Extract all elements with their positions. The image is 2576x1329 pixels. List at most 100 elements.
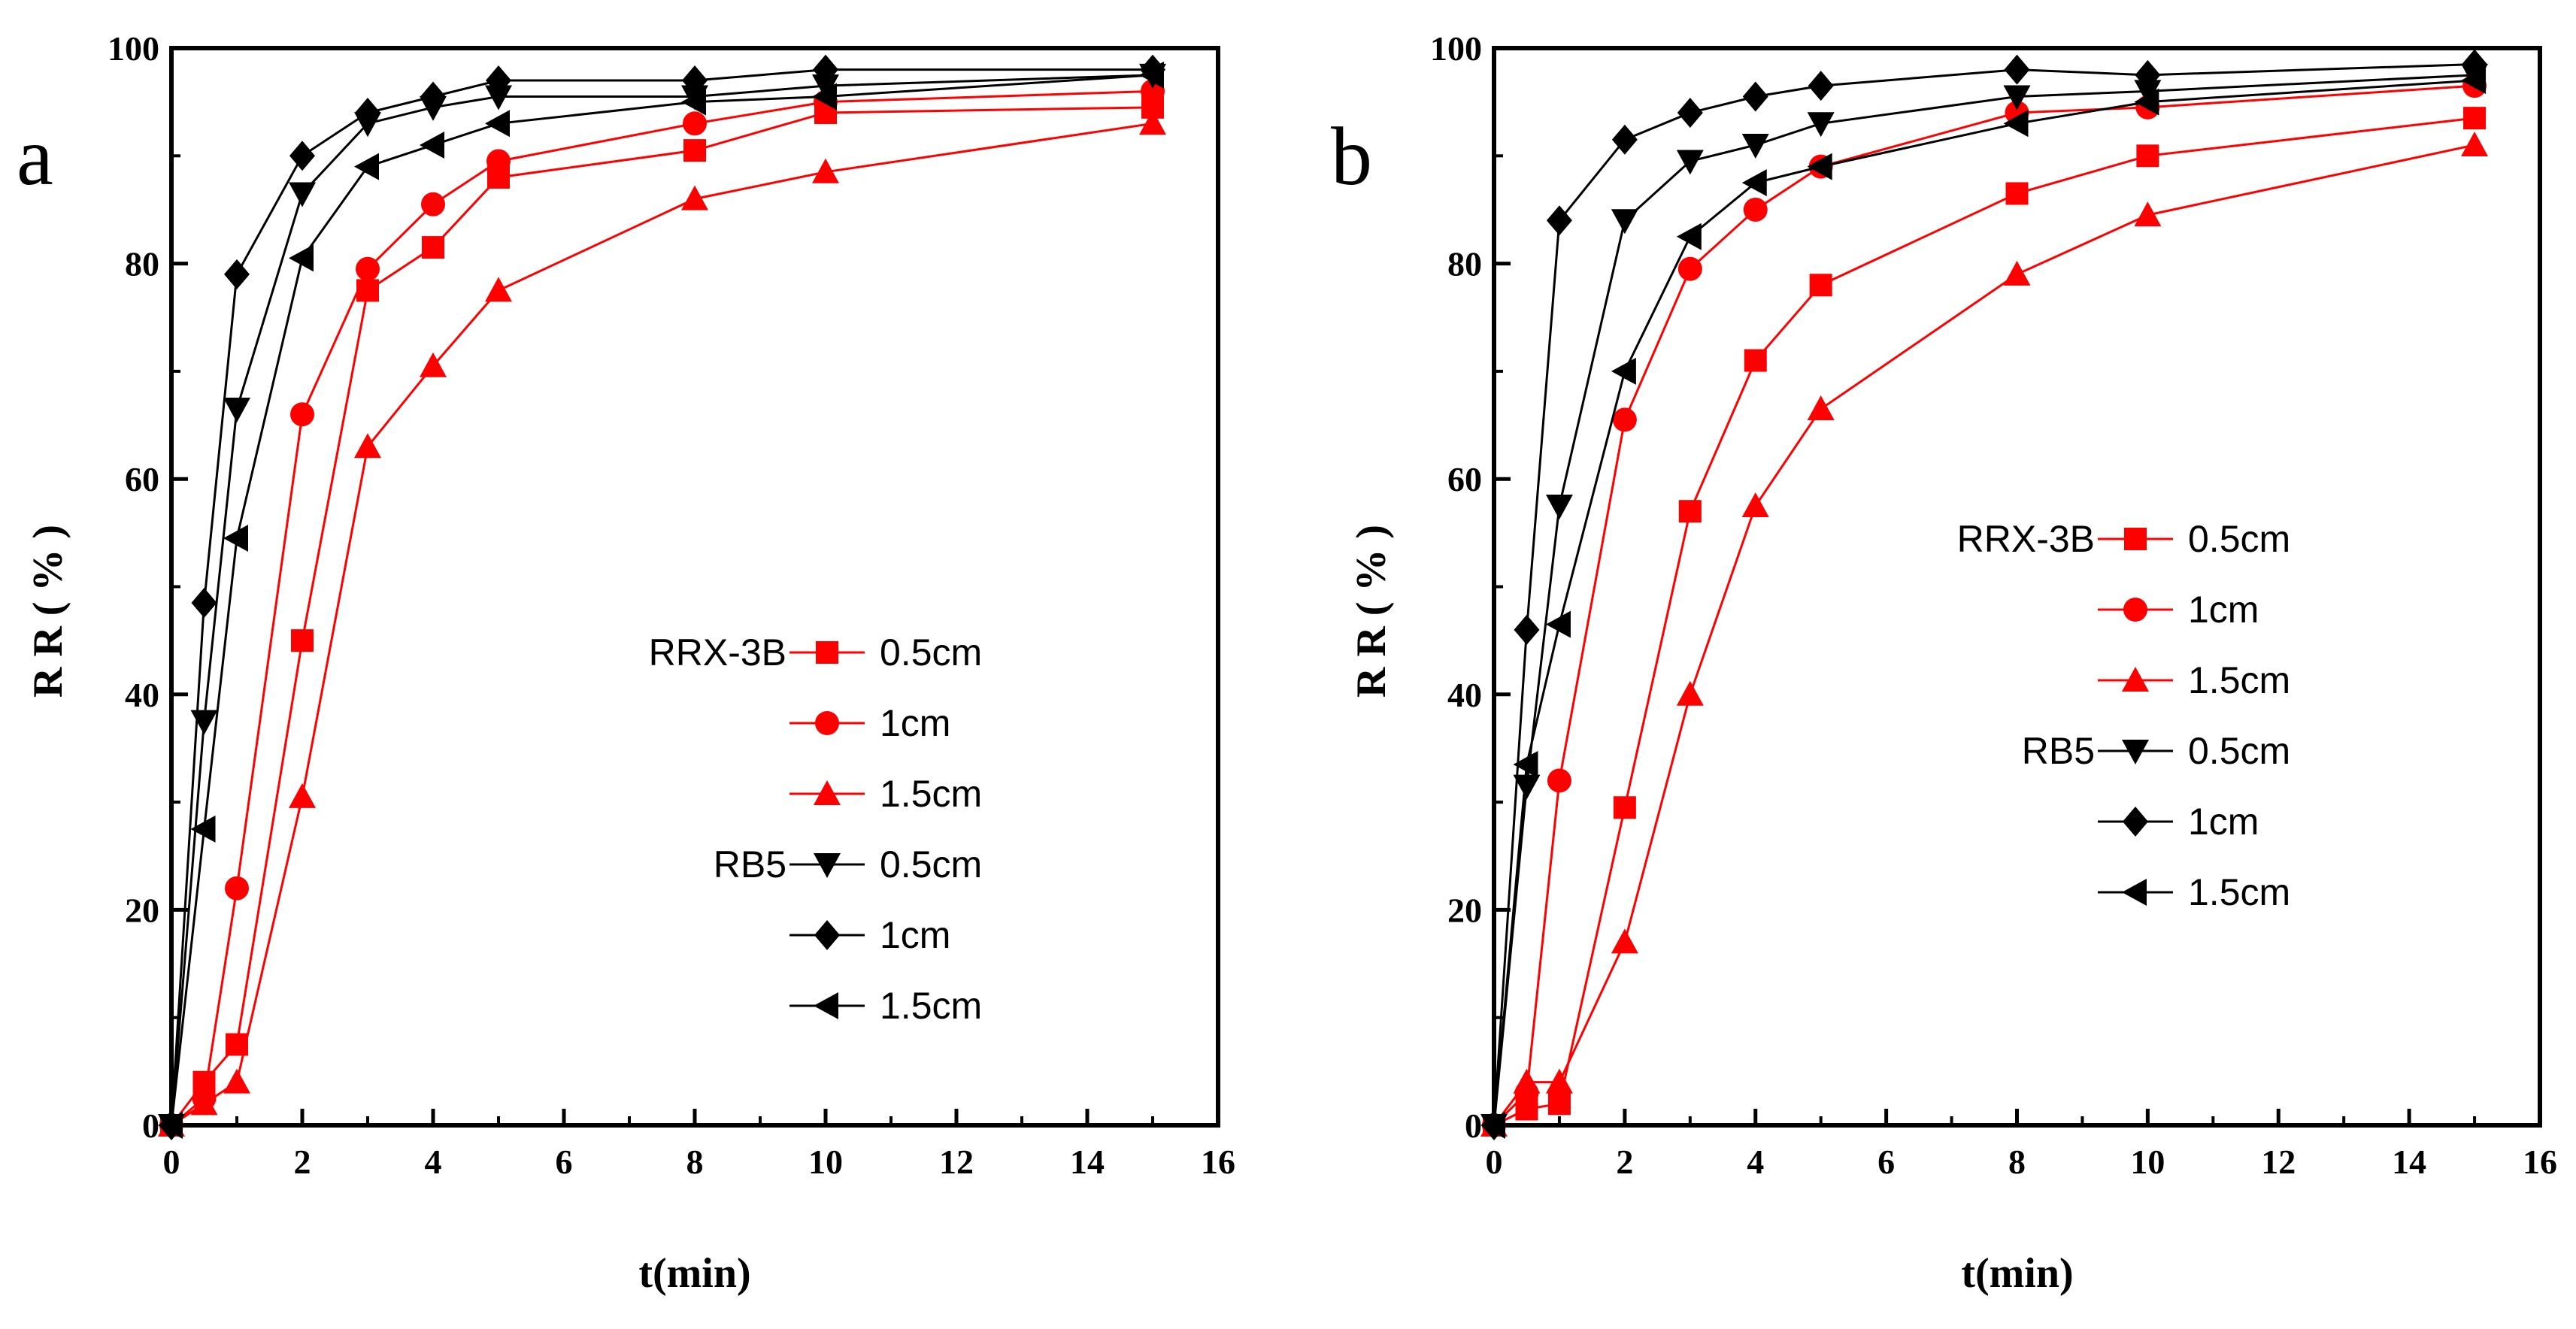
x-tick-label: 14 bbox=[1070, 1143, 1105, 1181]
data-point bbox=[1139, 61, 1164, 89]
series-rrx-3b-1.5cm bbox=[1480, 131, 2489, 1137]
x-tick-label: 10 bbox=[808, 1143, 843, 1181]
data-point bbox=[420, 131, 444, 159]
data-point bbox=[158, 1112, 183, 1139]
legend-marker bbox=[814, 992, 838, 1019]
data-point bbox=[1807, 112, 1835, 138]
data-point bbox=[1547, 1092, 1571, 1116]
series-line bbox=[170, 74, 1153, 1126]
series-rb5-0.5cm bbox=[1480, 63, 2489, 1139]
y-tick-label: 60 bbox=[1447, 460, 1482, 498]
x-tick-label: 0 bbox=[163, 1143, 180, 1181]
legend-marker bbox=[816, 641, 838, 664]
data-point bbox=[2135, 59, 2161, 90]
x-tick-label: 14 bbox=[2392, 1143, 2426, 1181]
x-tick-label: 8 bbox=[2008, 1143, 2026, 1181]
legend-marker bbox=[2122, 667, 2149, 692]
data-point bbox=[1676, 223, 1702, 250]
legend-marker bbox=[814, 853, 841, 878]
data-point bbox=[812, 83, 837, 110]
legend-marker bbox=[2123, 807, 2148, 837]
data-point bbox=[1741, 133, 1769, 159]
legend-label: 1.5cm bbox=[880, 773, 982, 815]
data-point bbox=[289, 244, 314, 272]
data-point bbox=[1742, 81, 1768, 112]
data-point bbox=[1744, 349, 1767, 372]
legend-label: 0.5cm bbox=[2188, 518, 2290, 560]
legend-label: 0.5cm bbox=[880, 631, 982, 674]
data-point bbox=[681, 88, 706, 116]
plot-area-a: 0 2 4 6 8 10 12 14 16 0 20 40 60 80 100 0.5cm RRX-3B 1cm 1… bbox=[108, 29, 1235, 1181]
series-line bbox=[1493, 117, 2475, 1127]
data-point bbox=[190, 710, 218, 735]
series-line bbox=[1493, 74, 2475, 1126]
data-point bbox=[223, 398, 250, 423]
legend-label: 1.5cm bbox=[2188, 871, 2290, 913]
series-rb5-1.5cm bbox=[1480, 66, 2487, 1139]
plot-frame bbox=[1492, 46, 2542, 1128]
data-point bbox=[1547, 768, 1571, 793]
legend-label: 1cm bbox=[880, 702, 950, 744]
series-line bbox=[1493, 62, 2475, 1126]
data-point bbox=[1480, 1112, 1505, 1139]
legend-label: 1cm bbox=[2188, 801, 2259, 843]
legend-group-label: RRX-3B bbox=[649, 631, 786, 674]
panel-label-b: b bbox=[1331, 110, 1372, 202]
x-tick-label: 10 bbox=[2130, 1143, 2165, 1181]
x-tick-label: 6 bbox=[556, 1143, 573, 1181]
legend-marker bbox=[815, 711, 839, 735]
data-point bbox=[1545, 1068, 1573, 1094]
data-point bbox=[485, 110, 510, 138]
data-point bbox=[224, 259, 250, 289]
series-line bbox=[170, 68, 1153, 1126]
series-line bbox=[1493, 144, 2475, 1126]
data-point bbox=[1743, 197, 1768, 222]
data-point bbox=[2004, 54, 2030, 85]
data-point bbox=[355, 97, 380, 128]
series-line bbox=[1493, 79, 2475, 1126]
y-tick-label: 60 bbox=[125, 460, 159, 498]
data-point bbox=[1139, 110, 1166, 135]
data-point bbox=[2463, 107, 2487, 130]
y-tick-label: 0 bbox=[1465, 1106, 1482, 1145]
data-point bbox=[1546, 205, 1572, 236]
data-point bbox=[1741, 492, 1769, 518]
legend: 0.5cm RRX-3B 1cm 1.5cm 0.5cm RB5 1cm 1.5cm bbox=[1957, 518, 2291, 913]
data-point bbox=[1676, 150, 1704, 175]
data-point bbox=[1611, 928, 1638, 954]
x-tick-label: 2 bbox=[294, 1143, 311, 1181]
data-point bbox=[289, 783, 316, 808]
data-point bbox=[1513, 774, 1541, 800]
data-point bbox=[1676, 680, 1704, 706]
legend-group-label: RB5 bbox=[714, 843, 786, 885]
data-point bbox=[420, 81, 446, 112]
legend: 0.5cm RRX-3B 1cm 1.5cm 0.5cm RB5 1cm 1.5cm bbox=[649, 631, 983, 1027]
data-point bbox=[813, 54, 838, 85]
y-tick-label: 0 bbox=[142, 1106, 159, 1145]
data-point bbox=[2003, 260, 2031, 286]
series-rrx-3b-1.5cm bbox=[158, 110, 1166, 1137]
data-point bbox=[1677, 97, 1703, 128]
x-axis-title-b: t(min) bbox=[1961, 1250, 2073, 1297]
x-tick-label: 6 bbox=[1877, 1143, 1895, 1181]
data-point bbox=[2134, 80, 2162, 105]
data-point bbox=[1611, 124, 1638, 155]
series-rrx-3b-0.5cm bbox=[1483, 107, 2487, 1137]
data-point bbox=[422, 236, 444, 259]
data-point bbox=[354, 153, 379, 180]
legend-group-label: RB5 bbox=[2022, 730, 2095, 772]
data-point bbox=[289, 141, 315, 171]
x-tick-label: 0 bbox=[1486, 1143, 1503, 1181]
data-point bbox=[2461, 131, 2489, 156]
chart-panel-b: b t(min) R R ( % ) bbox=[1331, 110, 2074, 1297]
data-point bbox=[291, 629, 314, 652]
data-point bbox=[1807, 395, 1835, 421]
data-point bbox=[1612, 407, 1637, 432]
data-point bbox=[1514, 614, 1540, 645]
y-tick-label: 80 bbox=[125, 245, 159, 283]
data-point bbox=[812, 158, 839, 183]
data-point bbox=[1613, 796, 1636, 819]
legend-marker bbox=[2122, 740, 2149, 764]
legend-marker bbox=[2123, 598, 2147, 622]
